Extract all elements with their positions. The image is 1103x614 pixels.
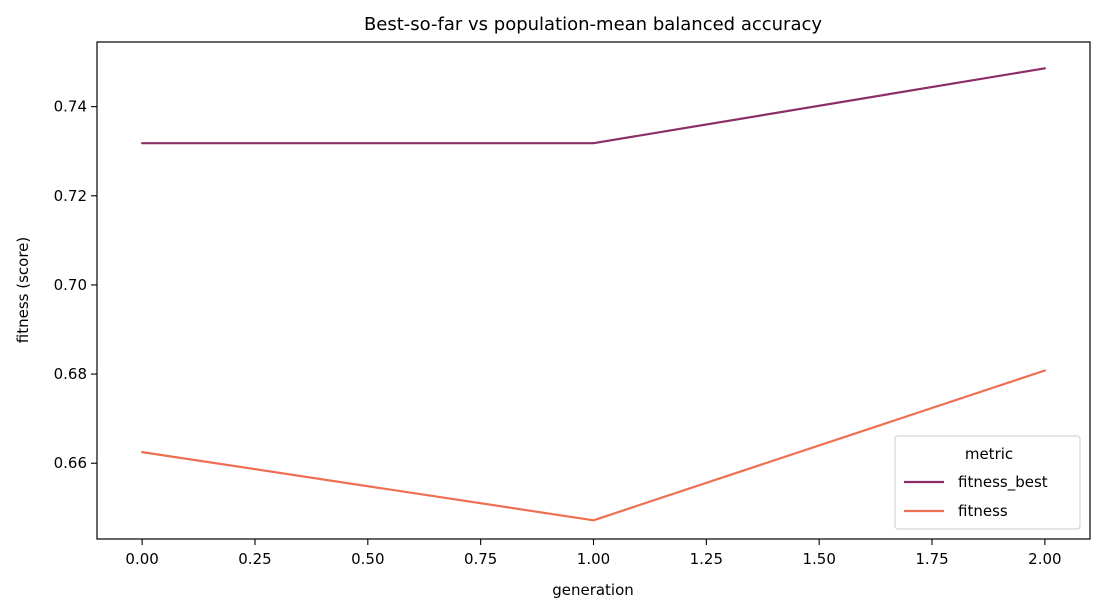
y-tick-label: 0.68 [54, 365, 87, 383]
x-tick-label: 1.25 [690, 550, 723, 568]
chart-title: Best-so-far vs population-mean balanced … [364, 14, 822, 35]
x-tick-label: 0.75 [464, 550, 497, 568]
y-tick-label: 0.72 [54, 187, 87, 205]
series-line-fitness [141, 369, 1047, 522]
x-tick-label: 1.75 [915, 550, 948, 568]
series-line-fitness-best [141, 67, 1047, 145]
y-tick-label: 0.66 [54, 454, 87, 472]
legend-entry-label: fitness [958, 502, 1008, 520]
y-axis-label: fitness (score) [14, 237, 32, 343]
legend-entry-label: fitness_best [958, 473, 1048, 492]
x-axis-label: generation [552, 581, 634, 599]
legend-title: metric [965, 445, 1013, 463]
x-tick-label: 2.00 [1028, 550, 1061, 568]
x-tick-label: 0.25 [238, 550, 271, 568]
x-tick-label: 0.00 [125, 550, 158, 568]
y-tick-label: 0.70 [54, 276, 87, 294]
x-tick-label: 0.50 [351, 550, 384, 568]
x-tick-label: 1.00 [577, 550, 610, 568]
y-tick-label: 0.74 [54, 98, 87, 116]
x-tick-label: 1.50 [802, 550, 835, 568]
legend-box [894, 435, 1081, 530]
